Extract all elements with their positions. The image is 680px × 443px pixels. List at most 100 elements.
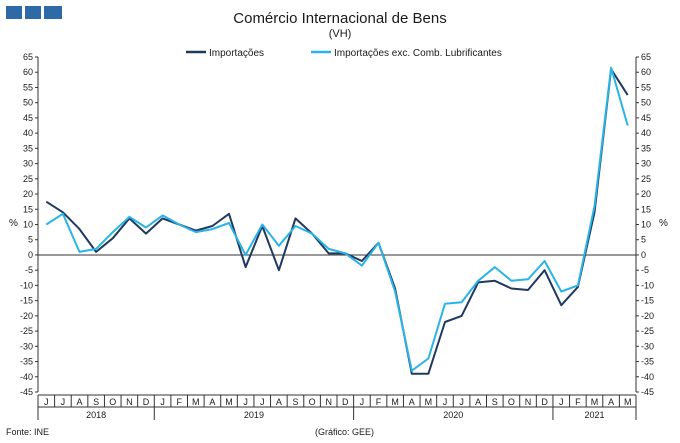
logo-block-2 — [25, 6, 41, 19]
chart-subtitle: (VH) — [329, 28, 352, 40]
y-tick-label-right: -5 — [641, 265, 649, 275]
logo — [6, 6, 62, 19]
y-tick-label-left: -45 — [20, 387, 33, 397]
y-tick-label-right: -30 — [641, 341, 654, 351]
x-tick-label-month: A — [77, 397, 83, 407]
y-tick-label-left: 25 — [23, 174, 33, 184]
x-tick-label-month: N — [325, 397, 332, 407]
y-tick-label-right: 50 — [641, 98, 651, 108]
ylabel-left: % — [9, 218, 18, 229]
y-tick-label-left: -35 — [20, 357, 33, 367]
y-tick-label-left: 0 — [28, 250, 33, 260]
y-tick-label-right: 5 — [641, 235, 646, 245]
x-tick-label-month: S — [93, 397, 99, 407]
y-tick-label-right: 10 — [641, 220, 651, 230]
x-tick-label-month: O — [508, 397, 515, 407]
x-tick-label-month: A — [475, 397, 481, 407]
ylabel-right: % — [659, 218, 668, 229]
series-line-1 — [45, 66, 629, 372]
x-tick-label-month: J — [443, 397, 448, 407]
y-tick-label-left: 65 — [23, 52, 33, 62]
logo-block-3 — [44, 6, 62, 19]
x-tick-label-month: N — [525, 397, 532, 407]
x-tick-label-year: 2021 — [584, 410, 604, 420]
y-tick-label-left: -40 — [20, 372, 33, 382]
x-tick-label-year: 2019 — [244, 410, 264, 420]
x-tick-label-month: F — [575, 397, 581, 407]
x-tick-label-month: D — [342, 397, 349, 407]
y-tick-label-right: 45 — [641, 113, 651, 123]
y-tick-label-right: 60 — [641, 67, 651, 77]
x-tick-label-month: A — [209, 397, 215, 407]
x-tick-label-month: O — [309, 397, 316, 407]
x-tick-label-month: F — [176, 397, 182, 407]
x-tick-label-month: D — [143, 397, 150, 407]
y-tick-label-left: -30 — [20, 341, 33, 351]
x-tick-label-month: A — [409, 397, 415, 407]
x-tick-label-month: M — [225, 397, 233, 407]
y-tick-label-right: 65 — [641, 52, 651, 62]
x-tick-label-month: J — [160, 397, 165, 407]
y-tick-label-left: -15 — [20, 296, 33, 306]
y-tick-label-right: 30 — [641, 159, 651, 169]
x-tick-label-month: J — [559, 397, 564, 407]
y-tick-label-left: 40 — [23, 128, 33, 138]
y-tick-label-left: 50 — [23, 98, 33, 108]
y-tick-label-right: -15 — [641, 296, 654, 306]
y-tick-label-left: 15 — [23, 204, 33, 214]
x-tick-label-month: J — [61, 397, 66, 407]
logo-block-1 — [6, 6, 22, 19]
axes: -45 -45 -40 -40 -35 -35 -30 -30 -25 -25 -20 -20 -15 -… — [20, 52, 654, 420]
x-tick-label-month: J — [44, 397, 49, 407]
x-tick-label-month: D — [541, 397, 548, 407]
y-tick-label-left: 10 — [23, 220, 33, 230]
x-tick-label-month: M — [425, 397, 433, 407]
y-tick-label-right: 55 — [641, 82, 651, 92]
y-tick-label-right: -35 — [641, 357, 654, 367]
y-tick-label-left: 35 — [23, 143, 33, 153]
x-tick-label-month: M — [624, 397, 632, 407]
footer-source: Fonte: INE — [6, 427, 49, 437]
legend: Importações Importações exc. Comb. Lubri… — [186, 48, 502, 59]
y-tick-label-right: -25 — [641, 326, 654, 336]
plot-area — [45, 66, 629, 375]
y-tick-label-right: -10 — [641, 280, 654, 290]
x-tick-label-year: 2018 — [86, 410, 106, 420]
x-tick-label-month: M — [192, 397, 200, 407]
series-line-0 — [45, 68, 629, 375]
x-tick-label-month: O — [109, 397, 116, 407]
y-tick-label-right: 25 — [641, 174, 651, 184]
y-tick-label-right: 15 — [641, 204, 651, 214]
legend-label-importacoes-exc: Importações exc. Comb. Lubrificantes — [334, 48, 502, 59]
x-tick-label-month: A — [608, 397, 614, 407]
x-tick-label-month: N — [126, 397, 133, 407]
y-tick-label-right: 40 — [641, 128, 651, 138]
y-tick-label-right: -40 — [641, 372, 654, 382]
legend-label-importacoes: Importações — [209, 48, 264, 59]
footer-credit: (Gráfico: GEE) — [315, 427, 374, 437]
y-tick-label-left: 5 — [28, 235, 33, 245]
x-tick-label-month: M — [391, 397, 399, 407]
x-tick-label-month: F — [376, 397, 382, 407]
y-tick-label-left: 60 — [23, 67, 33, 77]
y-tick-label-left: 30 — [23, 159, 33, 169]
x-tick-label-month: S — [492, 397, 498, 407]
chart-title: Comércio Internacional de Bens — [233, 10, 446, 27]
y-tick-label-left: -10 — [20, 280, 33, 290]
x-tick-label-month: J — [260, 397, 265, 407]
y-tick-label-left: 55 — [23, 82, 33, 92]
x-tick-label-month: M — [591, 397, 599, 407]
y-tick-label-right: -45 — [641, 387, 654, 397]
y-tick-label-left: 20 — [23, 189, 33, 199]
y-tick-label-left: -5 — [25, 265, 33, 275]
y-tick-label-right: 35 — [641, 143, 651, 153]
x-tick-label-month: J — [360, 397, 365, 407]
x-tick-label-month: S — [292, 397, 298, 407]
x-tick-label-year: 2020 — [443, 410, 463, 420]
y-tick-label-left: -25 — [20, 326, 33, 336]
y-tick-label-right: -20 — [641, 311, 654, 321]
y-tick-label-left: -20 — [20, 311, 33, 321]
y-tick-label-right: 0 — [641, 250, 646, 260]
y-tick-label-right: 20 — [641, 189, 651, 199]
